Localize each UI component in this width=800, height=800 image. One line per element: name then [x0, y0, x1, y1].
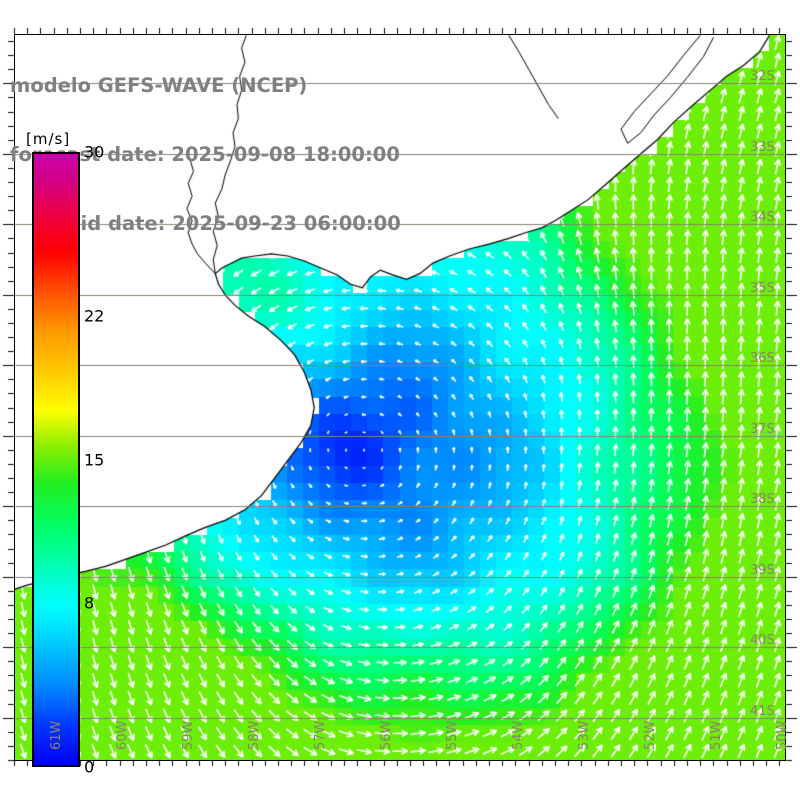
lat-label-40S: 40S [750, 633, 775, 649]
lat-label-38S: 38S [750, 492, 775, 508]
colorbar-label-22: 22 [84, 306, 105, 326]
lon-label-61W: 61W [48, 720, 64, 750]
lat-label-35S: 35S [750, 280, 775, 296]
lat-label-39S: 39S [750, 562, 775, 578]
lon-label-58W: 58W [246, 720, 262, 750]
lat-label-37S: 37S [750, 421, 775, 437]
lon-label-56W: 56W [378, 720, 394, 750]
lon-label-55W: 55W [444, 720, 460, 750]
lon-label-59W: 59W [180, 720, 196, 750]
axis-right-border [785, 34, 786, 761]
colorbar-label-30: 30 [84, 142, 105, 162]
colorbar-label-15: 15 [84, 450, 105, 469]
axis-bottom-border [14, 760, 786, 761]
lat-label-41S: 41S [750, 703, 775, 719]
axis-top-border [14, 34, 786, 35]
lon-label-53W: 53W [576, 720, 592, 750]
colorbar-gradient [32, 152, 80, 767]
lat-label-34S: 34S [750, 210, 775, 226]
lat-label-36S: 36S [750, 351, 775, 367]
lon-label-60W: 60W [114, 720, 130, 750]
lat-label-33S: 33S [750, 139, 775, 155]
colorbar-label-0: 0 [84, 757, 95, 777]
colorbar-label-8: 8 [84, 593, 95, 613]
lon-label-57W: 57W [312, 720, 328, 750]
colorbar [32, 152, 80, 767]
lat-label-32S: 32S [750, 69, 775, 85]
colorbar-unit-label: [m/s] [26, 130, 71, 148]
lon-label-52W: 52W [642, 720, 658, 750]
lon-label-50W: 50W [774, 720, 790, 750]
lon-label-54W: 54W [510, 720, 526, 750]
lon-label-51W: 51W [708, 720, 724, 750]
axis-left-border [14, 34, 15, 761]
